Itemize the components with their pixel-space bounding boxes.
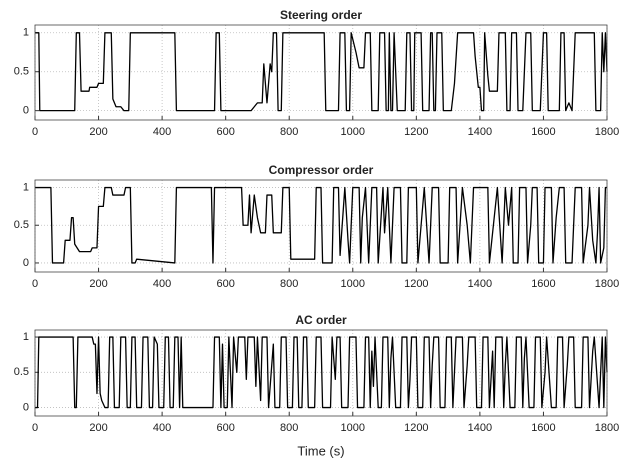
x-tick-label: 600 [216,126,234,138]
y-tick-label: 0 [23,105,29,117]
subplot-title: Steering order [280,8,362,22]
y-tick-label: 0.5 [14,66,29,78]
x-tick-label: 1800 [595,126,619,138]
x-tick-label: 0 [32,126,38,138]
x-tick-label: 1800 [595,422,619,434]
x-tick-label: 1400 [468,126,492,138]
y-tick-label: 1 [23,331,29,343]
x-tick-label: 400 [153,126,171,138]
x-tick-label: 1400 [468,278,492,290]
subplot-title: AC order [295,313,347,327]
y-tick-label: 1 [23,181,29,193]
x-tick-label: 1600 [531,278,555,290]
x-tick-label: 400 [153,422,171,434]
axes-frame [34,329,608,417]
x-tick-label: 0 [32,278,38,290]
x-tick-label: 1200 [404,278,428,290]
signal-line [35,32,608,112]
x-tick-label: 400 [153,278,171,290]
x-tick-label: 600 [216,278,234,290]
y-tick-label: 0 [23,401,29,413]
x-tick-label: 1000 [341,422,365,434]
x-tick-label: 200 [89,126,107,138]
subplot-title: Compressor order [269,163,374,177]
y-tick-label: 0.5 [14,366,29,378]
x-tick-label: 0 [32,422,38,434]
x-tick-label: 200 [89,278,107,290]
x-tick-label: 1000 [341,278,365,290]
x-axis-label: Time (s) [297,443,344,458]
x-tick-label: 800 [280,126,298,138]
signal-line [35,336,608,409]
x-tick-label: 1200 [404,126,428,138]
x-tick-label: 1600 [531,422,555,434]
x-tick-label: 200 [89,422,107,434]
x-tick-label: 1400 [468,422,492,434]
y-tick-label: 0 [23,257,29,269]
x-tick-label: 800 [280,422,298,434]
x-tick-label: 1600 [531,126,555,138]
x-tick-label: 1800 [595,278,619,290]
plot-area [35,25,607,120]
signal-line [35,186,607,264]
axes-frame [34,24,608,121]
axes-frame [34,179,608,273]
x-tick-label: 1200 [404,422,428,434]
x-tick-label: 600 [216,422,234,434]
x-tick-label: 800 [280,278,298,290]
y-tick-label: 0.5 [14,219,29,231]
y-tick-label: 1 [23,27,29,39]
x-tick-label: 1000 [341,126,365,138]
